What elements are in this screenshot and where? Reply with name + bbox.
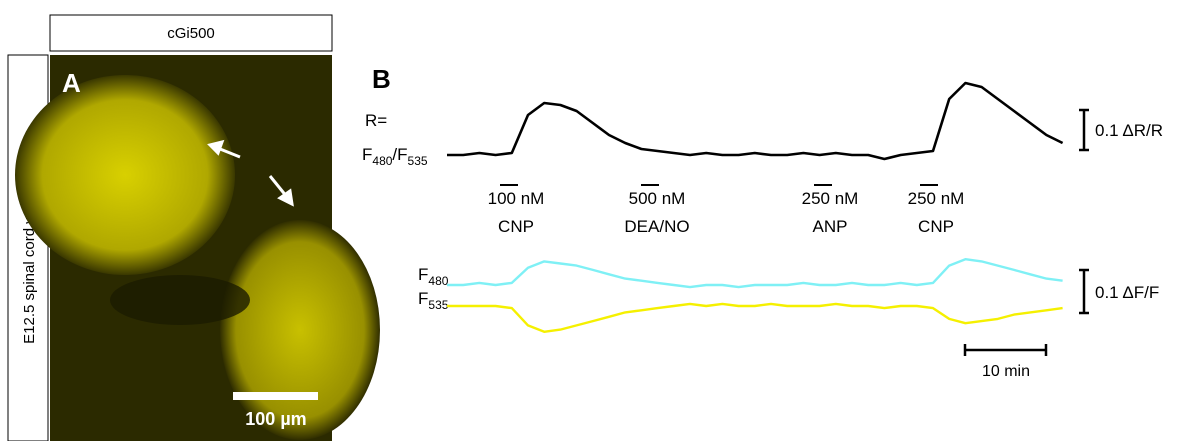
application-agent: CNP bbox=[918, 217, 954, 236]
header: cGi500 bbox=[167, 25, 215, 42]
application-conc: 250 nM bbox=[908, 189, 965, 208]
label-part: 480 bbox=[428, 274, 448, 288]
application-agent: CNP bbox=[498, 217, 534, 236]
time-scale: 10 min bbox=[982, 363, 1030, 380]
ratio-scale: 0.1 ΔR/R bbox=[1095, 121, 1163, 140]
application-conc: 100 nM bbox=[488, 189, 545, 208]
drg-left bbox=[15, 75, 235, 275]
ratio-label-part: 480 bbox=[372, 154, 392, 168]
application-conc: 250 nM bbox=[802, 189, 859, 208]
ratio-label: R= bbox=[365, 111, 387, 130]
label-part: 535 bbox=[428, 298, 448, 312]
ratio-trace bbox=[447, 81, 1064, 161]
header-box bbox=[49, 14, 333, 52]
label-part: F bbox=[418, 289, 428, 308]
scale-bars bbox=[963, 108, 1089, 356]
application-agent: ANP bbox=[813, 217, 848, 236]
application-conc: 500 nM bbox=[629, 189, 686, 208]
f-scale: 0.1 ΔF/F bbox=[1095, 283, 1159, 302]
f535-label: F535 bbox=[418, 289, 449, 312]
ratio-label-part: 535 bbox=[408, 154, 428, 168]
ratio-label-part: /F bbox=[392, 145, 407, 164]
ratio-label-part: F bbox=[362, 145, 372, 164]
label-part: F bbox=[418, 265, 428, 284]
arrows bbox=[207, 139, 294, 207]
dark-gap bbox=[110, 275, 250, 325]
scale-bar-a bbox=[233, 392, 318, 400]
scale-label-a: 100 µm bbox=[245, 409, 306, 429]
panel-label-b: B bbox=[372, 64, 391, 94]
ratio-label: F480/F535 bbox=[362, 145, 428, 168]
application-agent: DEA/NO bbox=[624, 217, 689, 236]
panel-label-a: A bbox=[62, 68, 81, 98]
f480-label: F480 bbox=[418, 265, 449, 288]
drg-right bbox=[220, 220, 380, 440]
f480-trace bbox=[447, 258, 1063, 289]
f535-trace bbox=[447, 302, 1063, 333]
